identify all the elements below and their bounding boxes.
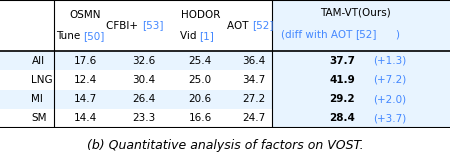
Text: 29.2: 29.2	[329, 94, 355, 104]
Text: 24.7: 24.7	[243, 113, 266, 123]
Text: 17.6: 17.6	[74, 56, 97, 66]
Text: 14.7: 14.7	[74, 94, 97, 104]
Text: 28.4: 28.4	[329, 113, 355, 123]
Text: [1]: [1]	[199, 32, 214, 41]
Text: ): )	[395, 29, 399, 39]
Text: 34.7: 34.7	[243, 75, 266, 85]
Text: CFBI+: CFBI+	[107, 21, 142, 31]
Bar	[272, 0, 450, 128]
Text: 36.4: 36.4	[243, 56, 266, 66]
Text: 27.2: 27.2	[243, 94, 266, 104]
Text: 16.6: 16.6	[189, 113, 212, 123]
Text: 25.0: 25.0	[189, 75, 212, 85]
Text: [52]: [52]	[356, 29, 377, 39]
Text: (b) Quantitative analysis of factors on VOST.: (b) Quantitative analysis of factors on …	[87, 139, 363, 152]
Text: [52]: [52]	[252, 21, 274, 31]
Text: 12.4: 12.4	[74, 75, 97, 85]
Text: LNG: LNG	[32, 75, 53, 85]
Text: 23.3: 23.3	[132, 113, 156, 123]
Text: 14.4: 14.4	[74, 113, 97, 123]
Text: HODOR: HODOR	[180, 10, 220, 20]
Text: All: All	[32, 56, 45, 66]
Text: 26.4: 26.4	[132, 94, 156, 104]
Text: 37.7: 37.7	[329, 56, 355, 66]
Text: Tune: Tune	[56, 32, 83, 41]
Text: Vid: Vid	[180, 32, 199, 41]
Text: OSMN: OSMN	[70, 10, 101, 20]
Text: [50]: [50]	[83, 32, 104, 41]
Text: 41.9: 41.9	[329, 75, 355, 85]
Text: (+2.0): (+2.0)	[373, 94, 406, 104]
Bar	[0, 90, 272, 109]
Text: 32.6: 32.6	[132, 56, 156, 66]
Text: SM: SM	[32, 113, 47, 123]
Text: 25.4: 25.4	[189, 56, 212, 66]
Text: (+3.7): (+3.7)	[373, 113, 406, 123]
Text: [53]: [53]	[142, 21, 163, 31]
Bar	[0, 51, 272, 70]
Text: (+1.3): (+1.3)	[373, 56, 406, 66]
Text: 20.6: 20.6	[189, 94, 212, 104]
Text: 30.4: 30.4	[132, 75, 156, 85]
Text: MI: MI	[32, 94, 43, 104]
Text: (diff with AOT: (diff with AOT	[281, 29, 356, 39]
Text: TAM-VT(Ours): TAM-VT(Ours)	[320, 8, 391, 18]
Text: (+7.2): (+7.2)	[373, 75, 406, 85]
Text: AOT: AOT	[227, 21, 252, 31]
